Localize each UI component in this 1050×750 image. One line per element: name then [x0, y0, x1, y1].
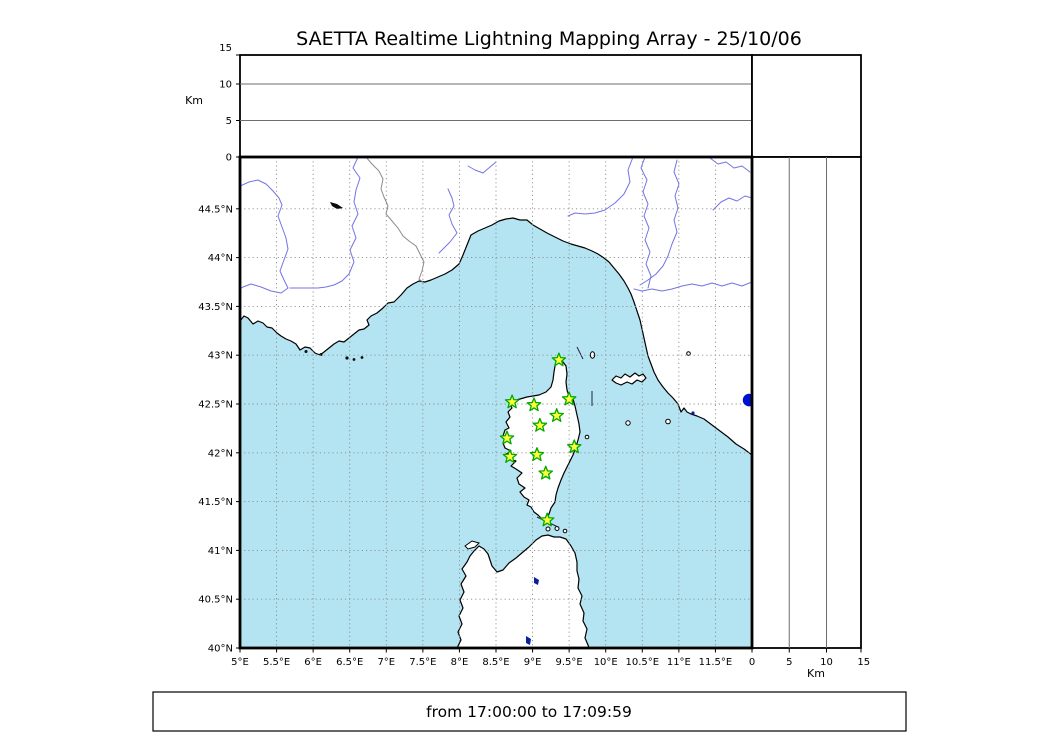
alpine-lake [330, 202, 343, 209]
lat-tick-label: 41.5°N [198, 497, 233, 508]
lon-tick-label: 6.5°E [336, 657, 363, 668]
altitude-left-tick-label: 15 [219, 43, 232, 54]
altitude-latitude-panel [751, 156, 862, 649]
small-lake [691, 411, 695, 415]
river [709, 157, 751, 173]
page-title: SAETTA Realtime Lightning Mapping Array … [296, 28, 802, 50]
lat-tick-label: 42°N [208, 448, 233, 459]
river [467, 161, 497, 174]
lat-tick-label: 44°N [208, 253, 233, 264]
sardinia-lake [526, 636, 531, 645]
tick-labels: 5°E 5.5°E 6°E 6.5°E 7°E 7.5°E 8°E 8.5°E 9°E 9.5°E… [198, 43, 870, 668]
altitude-latitude-gridlines [788, 157, 827, 648]
capraia-island [589, 351, 596, 359]
altitude-longitude-panel [239, 54, 753, 158]
river [289, 157, 361, 289]
altitude-left-tick-label: 0 [226, 153, 232, 164]
sardinia-lake [534, 577, 539, 585]
lake-dot [742, 393, 752, 407]
country-border [365, 157, 425, 284]
altitude-bottom-tick-label: 15 [857, 657, 870, 668]
cape-line [576, 346, 584, 360]
sardinia-coastline [456, 534, 590, 648]
small-islands [304, 350, 691, 550]
hyeres-islet [352, 358, 356, 361]
altitude-left-tick-label: 5 [226, 116, 232, 127]
altitude-bottom-tick-label: 0 [749, 657, 755, 668]
lake-marker [742, 393, 752, 407]
coastal-islet [304, 350, 308, 353]
lon-tick-label: 10.5°E [625, 657, 659, 668]
maddalena-island [554, 526, 560, 531]
lon-tick-label: 8.5°E [482, 657, 509, 668]
lon-tick-label: 7°E [377, 657, 395, 668]
river [639, 159, 680, 286]
altitude-bottom-axis-label: Km [807, 667, 825, 680]
tick-marks [236, 54, 862, 653]
elba-island [611, 372, 647, 386]
river [712, 195, 752, 211]
lakes [330, 202, 695, 645]
lat-tick-label: 40°N [208, 644, 233, 655]
lon-tick-label: 10°E [594, 657, 618, 668]
altitude-longitude-gridlines [240, 83, 752, 121]
altitude-bottom-tick-label: 10 [820, 657, 833, 668]
lat-tick-label: 44.5°N [198, 204, 233, 215]
montecristo-island [584, 434, 590, 440]
river [640, 157, 652, 289]
gorgona-island [686, 351, 691, 356]
lat-tick-label: 40.5°N [198, 595, 233, 606]
lat-tick-label: 43.5°N [198, 302, 233, 313]
lat-tick-label: 41°N [208, 546, 233, 557]
lon-tick-label: 11.5°E [699, 657, 733, 668]
lon-tick-label: 9.5°E [556, 657, 583, 668]
lon-tick-label: 5°E [231, 657, 249, 668]
time-window-text: from 17:00:00 to 17:09:59 [426, 703, 632, 721]
lat-tick-label: 43°N [208, 351, 233, 362]
maddalena-island [562, 528, 568, 534]
hyeres-islet [360, 356, 364, 359]
maddalena-island [545, 526, 551, 532]
map-panel [240, 157, 752, 648]
lat-tick-label: 42.5°N [198, 400, 233, 411]
pianosa-island [625, 420, 631, 426]
hyeres-islet [345, 356, 349, 360]
altitude-bottom-tick-label: 5 [786, 657, 792, 668]
lon-tick-label: 9°E [524, 657, 542, 668]
river [633, 281, 752, 292]
lon-tick-label: 11°E [667, 657, 691, 668]
altitude-left-axis-label: Km [185, 94, 203, 107]
stats-box-panel [751, 54, 862, 158]
rivers [240, 157, 752, 648]
river [240, 179, 289, 294]
lon-tick-label: 7.5°E [409, 657, 436, 668]
river [567, 157, 634, 217]
asinara-island [464, 540, 480, 550]
river [438, 188, 458, 254]
time-window-box [152, 691, 907, 732]
giglio-island [665, 418, 671, 425]
lon-tick-label: 6°E [304, 657, 322, 668]
lon-tick-label: 8°E [451, 657, 469, 668]
altitude-left-tick-label: 10 [219, 80, 232, 91]
lon-tick-label: 5.5°E [263, 657, 290, 668]
